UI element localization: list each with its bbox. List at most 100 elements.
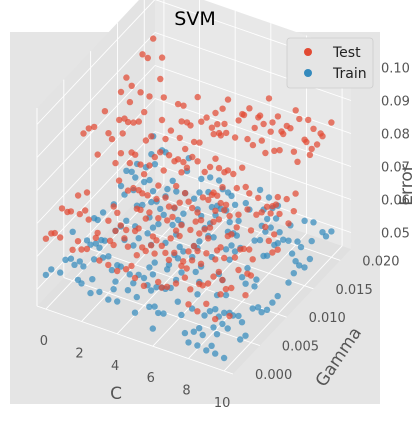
train-point — [150, 325, 156, 331]
test-point — [205, 235, 211, 241]
train-point — [285, 279, 291, 285]
test-point — [271, 148, 277, 154]
test-point — [225, 96, 231, 102]
train-point — [114, 298, 120, 304]
train-point — [150, 224, 156, 230]
test-point — [164, 284, 170, 290]
test-point — [269, 119, 275, 125]
train-point — [193, 269, 199, 275]
test-point — [198, 261, 204, 267]
train-point — [182, 330, 188, 336]
train-point — [275, 293, 281, 299]
test-point — [284, 196, 290, 202]
train-point — [207, 174, 213, 180]
test-point — [267, 210, 273, 216]
test-point — [141, 109, 147, 115]
test-point — [169, 214, 175, 220]
test-point — [141, 171, 147, 177]
test-point — [185, 301, 191, 307]
test-point — [127, 99, 133, 105]
test-point — [178, 222, 184, 228]
train-point — [269, 299, 275, 305]
test-point — [214, 121, 220, 127]
test-point — [230, 171, 236, 177]
test-point — [153, 196, 159, 202]
train-point — [200, 332, 206, 338]
test-point — [125, 119, 131, 125]
test-point — [105, 262, 111, 268]
test-point — [110, 242, 116, 248]
test-point — [162, 194, 168, 200]
train-point — [161, 212, 167, 218]
test-point — [275, 194, 281, 200]
test-point — [145, 55, 151, 61]
test-point — [159, 117, 165, 123]
test-point — [166, 203, 172, 209]
test-point — [232, 254, 238, 260]
test-point — [262, 150, 268, 156]
test-point — [264, 204, 270, 210]
y-tick-label: 0.020 — [362, 254, 399, 269]
test-point — [139, 51, 145, 57]
train-point — [141, 179, 147, 185]
test-point — [189, 205, 195, 211]
z-tick-label: 0.10 — [381, 62, 410, 77]
test-point — [157, 149, 163, 155]
test-point — [235, 117, 241, 123]
test-point — [209, 125, 215, 131]
test-point — [259, 137, 265, 143]
test-point — [234, 224, 240, 230]
test-point — [221, 121, 227, 127]
train-point — [234, 232, 240, 238]
test-point — [200, 194, 206, 200]
train-point — [194, 342, 200, 348]
test-point — [309, 146, 315, 152]
test-point — [212, 316, 218, 322]
chart-title: SVM — [174, 8, 215, 30]
train-point — [100, 209, 106, 215]
train-point — [105, 253, 111, 259]
test-point — [217, 244, 223, 250]
test-point — [191, 139, 197, 145]
test-point — [185, 248, 191, 254]
test-point — [187, 227, 193, 233]
train-point — [235, 218, 241, 224]
train-point — [155, 221, 161, 227]
train-point — [223, 292, 229, 298]
train-point — [152, 259, 158, 265]
test-point — [135, 225, 141, 231]
train-point — [242, 333, 248, 339]
train-point — [95, 217, 101, 223]
test-point — [294, 159, 300, 165]
train-point — [210, 324, 216, 330]
test-point — [123, 74, 129, 80]
test-point — [151, 250, 157, 256]
test-point — [201, 226, 207, 232]
test-point — [194, 308, 200, 314]
test-point — [266, 95, 272, 101]
test-point — [269, 249, 275, 255]
test-point — [253, 212, 259, 218]
test-point — [86, 216, 92, 222]
test-point — [203, 114, 209, 120]
test-point — [96, 257, 102, 263]
train-point — [96, 289, 102, 295]
z-tick-label: 0.09 — [381, 95, 410, 110]
test-point — [178, 169, 184, 175]
test-point — [95, 151, 101, 157]
test-point — [292, 190, 298, 196]
test-point — [239, 165, 245, 171]
train-point — [146, 264, 152, 270]
test-point — [246, 190, 252, 196]
test-point — [328, 119, 334, 125]
train-point — [285, 238, 291, 244]
test-point — [125, 244, 131, 250]
train-point — [146, 304, 152, 310]
test-point — [75, 238, 81, 244]
test-point — [241, 112, 247, 118]
train-point — [203, 347, 209, 353]
train-point — [125, 287, 131, 293]
test-point — [217, 291, 223, 297]
test-point — [166, 152, 172, 158]
test-point — [182, 146, 188, 152]
